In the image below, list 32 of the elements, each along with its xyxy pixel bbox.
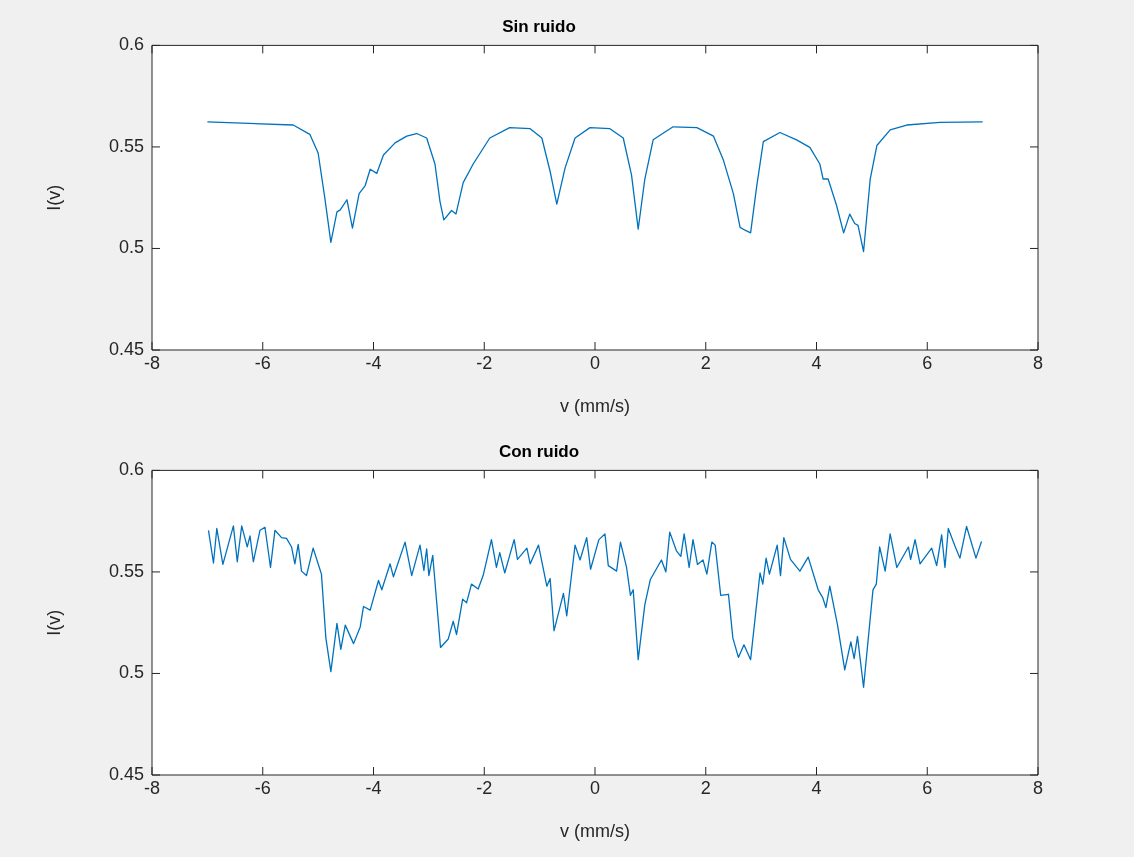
x-tick-label: -4 <box>365 777 382 798</box>
x-tick-label: 2 <box>700 352 711 373</box>
y-tick-label: 0.6 <box>118 459 144 480</box>
x-tick-label: -8 <box>143 352 161 373</box>
y-axis-title: I(v) <box>43 184 64 211</box>
x-axis-title: v (mm/s) <box>560 821 630 842</box>
chart-title: Con ruido <box>498 441 580 461</box>
x-tick-label: 8 <box>1032 352 1044 373</box>
x-tick-label: 6 <box>922 777 933 798</box>
x-tick-label: -6 <box>254 352 271 373</box>
y-axis-title: I(v) <box>43 609 64 636</box>
x-tick-label: 8 <box>1032 777 1044 798</box>
y-tick-label: 0.5 <box>118 662 144 683</box>
x-tick-label: -2 <box>476 352 493 373</box>
x-tick-label: 0 <box>589 352 601 373</box>
y-tick-label: 0.45 <box>108 763 144 784</box>
y-tick-label: 0.55 <box>108 135 144 156</box>
x-tick-label: -4 <box>365 352 382 373</box>
x-tick-label: -6 <box>254 777 271 798</box>
x-tick-label: 0 <box>589 777 601 798</box>
y-tick-label: 0.45 <box>108 338 144 359</box>
x-axis-title: v (mm/s) <box>560 396 630 417</box>
y-tick-label: 0.5 <box>118 237 144 258</box>
x-tick-label: 6 <box>922 352 933 373</box>
x-tick-label: 4 <box>811 352 822 373</box>
chart-title: Sin ruido <box>502 16 576 36</box>
x-tick-label: 2 <box>700 777 711 798</box>
x-tick-label: -2 <box>476 777 493 798</box>
x-tick-label: -8 <box>143 777 161 798</box>
y-tick-label: 0.6 <box>118 34 144 55</box>
y-tick-label: 0.55 <box>108 560 144 581</box>
x-tick-label: 4 <box>811 777 822 798</box>
